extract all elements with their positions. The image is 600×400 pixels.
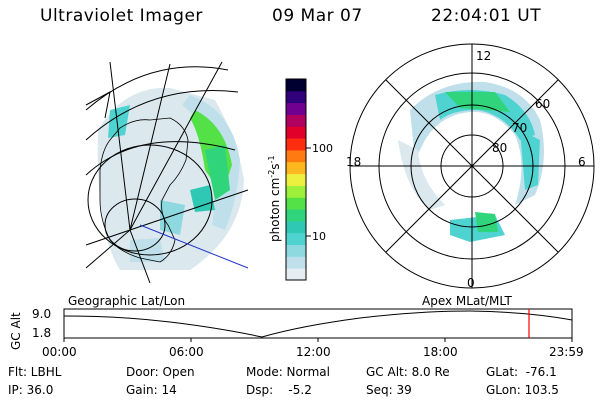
- colorbar-cell: [286, 173, 306, 186]
- x-tick-label-1800: 18:00: [423, 345, 458, 359]
- colorbar-cell: [286, 126, 306, 139]
- timeline-frame: [63, 308, 573, 339]
- polar-grid: [349, 43, 595, 289]
- colorbar-cell: [286, 256, 306, 269]
- geographic-image-panel: [85, 61, 249, 284]
- colorbar-cell: [286, 149, 306, 163]
- info-mode: Mode: Normal: [246, 365, 330, 379]
- info-footer: Flt: LBHL IP: 36.0 Door: Open Gain: 14 M…: [8, 365, 559, 397]
- aurora-emission-left: [97, 87, 244, 270]
- timeline-x-ticks: [63, 338, 573, 342]
- lat-label-70: 70: [512, 121, 527, 135]
- colorbar-cell: [286, 268, 306, 281]
- mlt-label-0: 0: [467, 276, 475, 290]
- info-glat: GLat: -76.1: [486, 365, 557, 379]
- colorbar-cell: [286, 244, 306, 257]
- altitude-timeline: Geographic Lat/Lon Apex MLat/MLT GC Alt …: [9, 294, 584, 359]
- x-tick-label-0000: 00:00: [42, 345, 77, 359]
- colorbar-cell: [286, 220, 306, 234]
- colorbar-cell: [286, 209, 306, 222]
- info-door: Door: Open: [126, 365, 195, 379]
- info-gain: Gain: 14: [126, 383, 177, 397]
- colorbar-tick-label-10: 10: [312, 230, 326, 243]
- lat-label-60: 60: [535, 97, 550, 111]
- info-seq: Seq: 39: [366, 383, 412, 397]
- continent-outline: [99, 117, 189, 263]
- colorbar-cell: [286, 197, 306, 210]
- mlt-label-12: 12: [476, 49, 491, 63]
- timeline-ymax: 9.0: [32, 307, 51, 321]
- colorbar-tick-label-100: 100: [312, 142, 333, 155]
- info-ip: IP: 36.0: [8, 383, 53, 397]
- aurora-emission-polar: [398, 81, 544, 242]
- info-glon: GLon: 103.5: [486, 383, 559, 397]
- timeline-axis-label: GC Alt: [9, 312, 23, 350]
- mlt-label-6: 6: [578, 155, 586, 169]
- timeline-left-title: Geographic Lat/Lon: [68, 294, 185, 308]
- app-title: Ultraviolet Imager: [40, 6, 203, 26]
- colorbar-unit-label: photon cm-2s-1: [267, 155, 282, 242]
- colorbar-cell: [286, 79, 306, 92]
- colorbar-cell: [286, 102, 306, 115]
- lat-label-80: 80: [492, 141, 507, 155]
- terminator-line: [139, 224, 249, 269]
- info-dsp: Dsp: -5.2: [246, 383, 312, 397]
- colorbar-cell: [286, 185, 306, 198]
- info-filter: Flt: LBHL: [8, 365, 62, 379]
- colorbar-cell: [286, 90, 306, 104]
- colorbar-frame: [285, 78, 307, 281]
- polar-plot: 12 0 18 6 60 70 80: [346, 43, 595, 290]
- colorbar-cell: [286, 161, 306, 175]
- colorbar-cell: [286, 114, 306, 127]
- geographic-grid: [85, 61, 249, 284]
- colorbar-cell: [286, 232, 306, 246]
- altitude-curve: [63, 310, 573, 338]
- colorbar: 100 10 photon cm-2s-1: [267, 78, 333, 281]
- date-label: 09 Mar 07: [272, 6, 363, 26]
- mlt-label-18: 18: [346, 155, 361, 169]
- info-gc-alt: GC Alt: 8.0 Re: [366, 365, 450, 379]
- colorbar-cell: [286, 138, 306, 151]
- x-tick-label-1200: 12:00: [296, 345, 331, 359]
- x-tick-label-0600: 06:00: [169, 345, 204, 359]
- time-label: 22:04:01 UT: [431, 6, 542, 26]
- timeline-ymin: 1.8: [32, 326, 51, 340]
- timeline-right-title: Apex MLat/MLT: [422, 294, 512, 308]
- x-tick-label-2359: 23:59: [549, 345, 584, 359]
